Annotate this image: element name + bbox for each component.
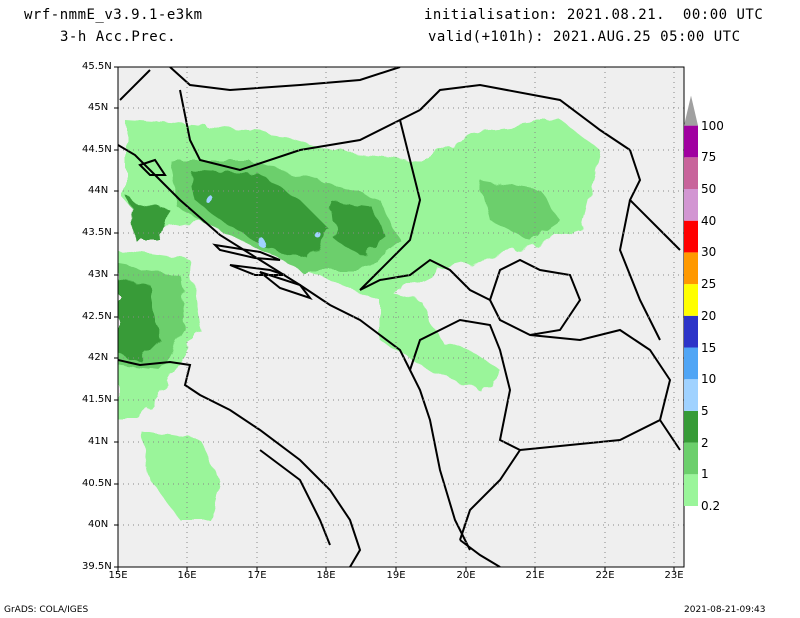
legend-label: 50	[701, 182, 717, 196]
bulgaria-greece	[659, 419, 681, 451]
precip-heavy-montenegro	[330, 200, 385, 255]
legend-label: 1	[701, 467, 709, 482]
precip-heavy-coast	[130, 200, 170, 240]
legend-label: 75	[701, 150, 717, 165]
color-legend	[684, 95, 698, 506]
lat-label: 40.5N	[82, 478, 112, 489]
precip-light-albania	[380, 290, 500, 390]
precip-light-eastserbia	[480, 180, 560, 240]
legend-swatch	[684, 157, 698, 189]
lon-label: 19E	[386, 570, 406, 581]
lat-label: 43.5N	[82, 227, 112, 238]
legend-swatch	[684, 442, 698, 475]
legend-label: 15	[701, 340, 717, 355]
legend-swatch	[684, 189, 698, 221]
legend-over-arrow	[684, 95, 698, 126]
lon-label: 16E	[177, 570, 197, 581]
lat-label: 45N	[88, 102, 109, 113]
footer-timestamp: 2021-08-21-09:43	[684, 605, 766, 615]
lat-label: 41.5N	[82, 394, 112, 405]
islands-4	[138, 158, 167, 176]
lon-label: 21E	[525, 570, 545, 581]
lat-label: 45.5N	[82, 61, 112, 72]
footer-credit: GrADS: COLA/IGES	[4, 605, 89, 615]
legend-swatch	[684, 125, 698, 158]
lon-label: 22E	[595, 570, 615, 581]
legend-label: 5	[701, 403, 709, 418]
kosovo-border	[488, 258, 582, 337]
legend-swatch	[684, 347, 698, 380]
legend-swatch	[684, 410, 698, 443]
islands-3	[259, 271, 313, 300]
lat-label: 41N	[88, 436, 109, 447]
italy-coast	[118, 359, 362, 567]
legend-label: 20	[701, 308, 717, 323]
lat-label: 44N	[88, 185, 109, 196]
legend-label: 10	[701, 372, 717, 387]
precip-light-south	[140, 430, 220, 520]
lat-label: 43N	[88, 269, 109, 280]
legend-label: 30	[701, 245, 717, 260]
precip-heavy-bosnia	[190, 170, 330, 260]
legend-swatch	[684, 474, 698, 506]
legend-swatch	[684, 315, 698, 348]
islands-1	[212, 243, 281, 261]
lon-label: 20E	[456, 570, 476, 581]
bosnia-east-border	[359, 119, 422, 291]
valid-time: valid(+101h): 2021.AUG.25 05:00 UTC	[428, 29, 741, 45]
serbia-border	[419, 83, 631, 151]
italy-heel	[259, 449, 331, 546]
lat-label: 42N	[88, 352, 109, 363]
lon-label: 17E	[247, 570, 267, 581]
legend-label: 2	[701, 435, 709, 450]
croatia-bosnia-border	[179, 89, 421, 172]
montenegro-border	[359, 258, 491, 301]
lat-label: 44.5N	[82, 144, 112, 155]
croatia-coast	[118, 144, 471, 551]
legend-label: 25	[701, 277, 717, 292]
legend-label: 40	[701, 213, 717, 228]
lat-label: 42.5N	[82, 311, 112, 322]
field-title: 3-h Acc.Prec.	[60, 29, 177, 45]
lon-label: 23E	[664, 570, 684, 581]
legend-swatch	[684, 284, 698, 316]
lon-label: 15E	[108, 570, 128, 581]
legend-swatch	[684, 252, 698, 285]
islands-2	[229, 264, 286, 276]
coastlines-borders	[118, 67, 681, 567]
macedonia-border	[519, 328, 672, 451]
init-time: initialisation: 2021.08.21. 00:00 UTC	[424, 7, 764, 23]
greece-coast	[459, 539, 501, 567]
graticule	[118, 67, 684, 567]
axis-ticks	[114, 66, 675, 571]
albania-border	[409, 318, 522, 541]
precip-heavy-italy	[118, 280, 160, 360]
model-title: wrf-nmmE_v3.9.1-e3km	[24, 7, 203, 23]
legend-label: 100	[701, 118, 724, 133]
lat-label: 39.5N	[82, 561, 112, 572]
legend-label: 0.2	[701, 499, 721, 513]
lat-label: 40N	[88, 519, 109, 530]
bulgaria-border	[618, 199, 661, 341]
legend-swatch	[684, 220, 698, 253]
legend-swatch	[684, 379, 698, 411]
lon-label: 18E	[316, 570, 336, 581]
precipitation-areas	[118, 120, 600, 520]
